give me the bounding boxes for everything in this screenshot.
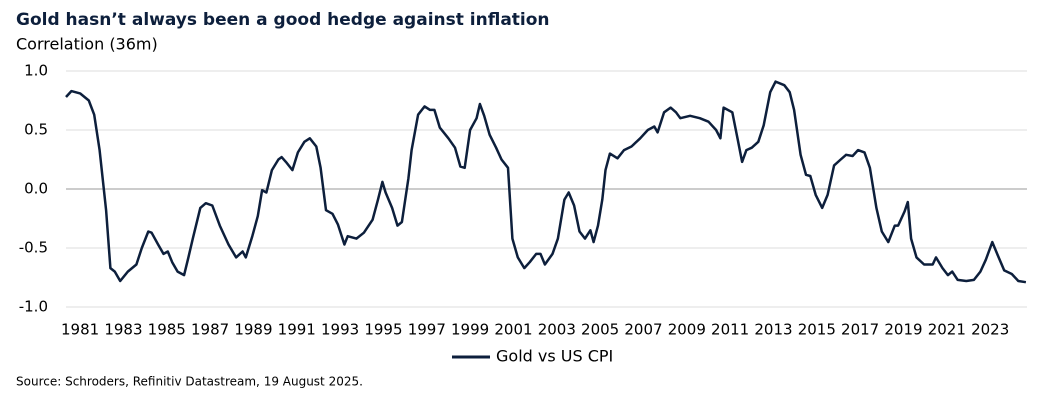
data-line [65,80,1027,284]
x-tick-label: 1989 [234,321,272,339]
x-tick-label: 1991 [278,321,316,339]
x-tick-label: 2005 [581,321,619,339]
x-tick-label: 2001 [494,321,532,339]
x-tick-label: 1997 [408,321,446,339]
x-tick-label: 2007 [624,321,662,339]
x-tick-label: 1993 [321,321,359,339]
y-tick-label: -1.0 [19,298,48,316]
y-tick-label: 1.0 [24,62,48,80]
x-tick-label: 2019 [884,321,922,339]
x-tick-label: 2021 [928,321,966,339]
x-tick-label: 1995 [364,321,402,339]
legend-label: Gold vs US CPI [496,347,613,366]
x-tick-label: 2011 [711,321,749,339]
source-note: Source: Schroders, Refinitiv Datastream,… [16,375,363,389]
x-tick-label: 2017 [841,321,879,339]
y-tick-label: 0.5 [24,121,48,139]
x-tick-label: 1985 [148,321,186,339]
x-tick-label: 2023 [971,321,1009,339]
x-tick-label: 2013 [754,321,792,339]
x-tick-label: 2009 [668,321,706,339]
x-tick-label: 2003 [538,321,576,339]
x-tick-label: 1999 [451,321,489,339]
x-tick-label: 1983 [104,321,142,339]
y-tick-label: -0.5 [19,239,48,257]
x-tick-label: 1987 [191,321,229,339]
y-tick-label: 0.0 [24,180,48,198]
x-tick-label: 1981 [61,321,99,339]
chart-subtitle: Correlation (36m) [16,35,158,54]
chart-title: Gold hasn’t always been a good hedge aga… [16,10,550,30]
x-tick-label: 2015 [798,321,836,339]
